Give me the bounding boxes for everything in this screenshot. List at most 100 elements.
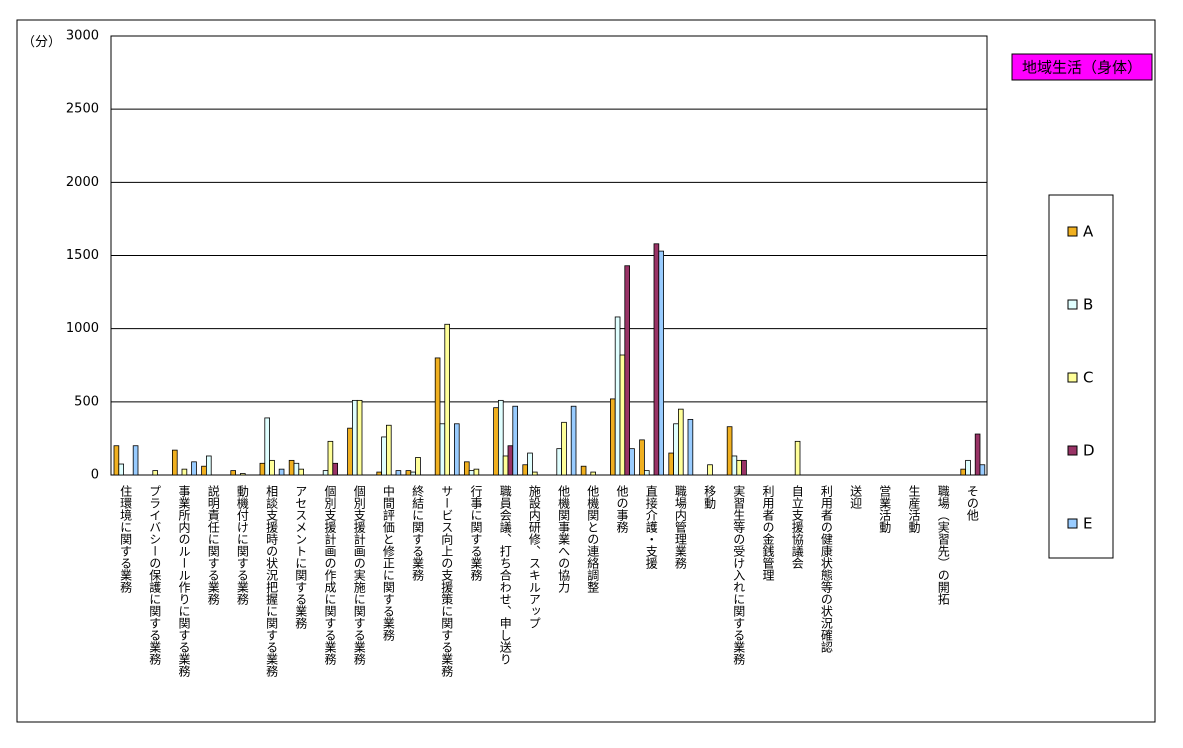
bar [507,445,514,476]
x-tick-label: 説明責任に関する業務 [206,484,220,606]
bar [556,448,562,476]
legend-swatch [1067,372,1078,383]
bar [960,468,966,476]
legend-label: A [1083,223,1094,241]
bar [741,459,747,476]
bar [726,426,733,476]
x-tick-label: 移動 [703,485,717,509]
bar [381,436,387,476]
x-tick-label: 施設内研修、スキルアップ [527,485,541,629]
bar [629,448,635,476]
bar [191,461,197,476]
bar [497,399,504,476]
x-tick-label: 生産活動 [907,485,921,533]
legend-swatch [1067,518,1078,529]
bar [974,433,981,476]
bar [532,471,538,476]
x-tick-label: 利用者の健康状態等の状況確認 [819,485,833,653]
bar [293,462,300,476]
bar [205,455,212,476]
bar [405,470,412,476]
legend [1048,194,1114,559]
bar [979,464,986,476]
bar [473,468,480,476]
x-tick-label: 他の事務 [615,485,629,534]
bar [624,265,630,476]
bar [298,468,304,476]
legend-swatch [1067,445,1078,456]
bar [619,354,626,476]
legend-swatch [1067,299,1078,310]
y-tick-label: 2500 [66,102,99,117]
x-tick-label: 職員会議、打ち合わせ、申し送り [498,485,512,665]
bar [444,323,450,476]
bar [201,465,207,476]
bar [673,423,679,476]
y-tick-label: 3000 [66,29,99,44]
x-tick-label: 中間評価と修正に関する業務 [381,484,395,642]
bar [410,471,416,476]
bar [288,459,295,476]
bar [512,405,518,476]
bar [264,417,270,476]
bar [113,445,120,476]
x-tick-label: 終結に関する業務 [411,484,425,582]
x-tick-label: 職場（実習先）の開拓 [936,485,950,605]
bar [347,427,353,476]
bar [561,421,567,476]
x-tick-label: 利用者の金銭管理 [761,485,775,581]
legend-label: D [1083,442,1095,460]
bar [614,316,621,476]
bar [351,399,358,476]
bar [171,449,178,476]
bar [434,357,441,476]
bar [332,462,338,476]
bar [668,452,674,476]
bar [132,445,139,476]
x-tick-label: 相談支援時の状況把握に関する業務 [265,485,279,678]
bar [269,459,275,476]
x-tick-label: 直接介護・支援 [644,485,658,570]
bar [181,468,188,476]
title-box [1011,53,1153,81]
bar [522,464,528,476]
frame [16,19,1156,723]
bar [653,243,660,476]
bar [239,473,246,476]
bar [463,461,470,476]
bar [118,463,125,476]
x-tick-label: 他機関事業への協力 [557,485,571,594]
x-tick-label: 送迎 [849,484,863,509]
bar [395,470,402,476]
chart-title: 地域生活（身体） [1022,59,1142,77]
x-tick-label: 実習生等の受け入れに関する業務 [732,484,746,666]
bar [570,405,577,476]
bar [376,471,382,476]
legend-label: B [1083,296,1093,314]
bar [453,423,460,476]
bar [278,468,285,476]
x-tick-label: アセスメントに関する業務 [294,485,308,630]
bar [965,459,971,476]
legend-label: E [1083,515,1092,533]
bar [502,455,509,476]
x-tick-label: 自立支援協議会 [790,485,804,570]
x-tick-label: 事業所内のルール作りに関する業務 [177,485,191,678]
bar [415,457,421,476]
y-tick-label: 2000 [66,175,99,190]
y-tick-label: 1000 [66,321,99,336]
bar [590,471,596,476]
x-tick-label: 個別支援計画の作成に関する業務 [323,485,337,666]
bar [327,440,334,476]
y-tick-label: 1500 [66,248,99,263]
bar [658,250,664,476]
bar [707,464,713,476]
bar [527,452,533,476]
bar [644,470,650,476]
legend-swatch [1067,226,1078,237]
bar [580,465,587,476]
bar [385,424,392,476]
x-tick-label: 他機関との連絡調整 [586,485,600,593]
bar [678,408,684,476]
bar [439,423,446,476]
